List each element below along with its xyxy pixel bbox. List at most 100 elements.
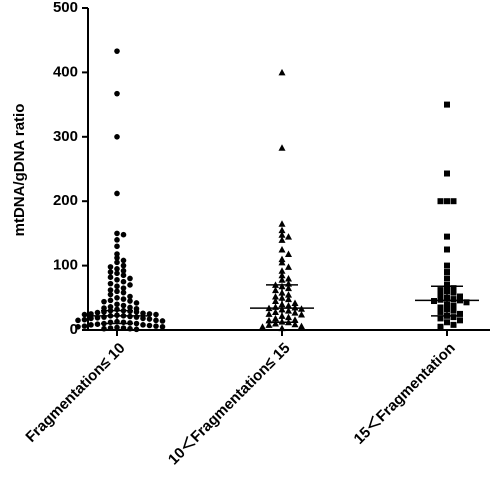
data-point [120, 289, 127, 296]
data-point [107, 287, 114, 293]
data-point [278, 267, 286, 274]
data-point [291, 320, 299, 328]
data-point [140, 322, 146, 328]
data-point [107, 264, 114, 270]
data-point [114, 266, 120, 272]
data-point [114, 48, 120, 54]
data-point [114, 301, 120, 308]
data-point [278, 324, 286, 332]
data-point [159, 323, 166, 330]
data-point [285, 295, 292, 303]
data-point [146, 316, 153, 322]
data-point [107, 269, 114, 275]
data-point [75, 317, 81, 324]
data-point [450, 289, 457, 296]
data-point [114, 276, 120, 283]
data-point [140, 310, 146, 317]
data-point [444, 275, 450, 282]
data-point [114, 283, 120, 290]
y-tick-label: 200 [53, 192, 78, 209]
data-point [437, 198, 444, 205]
data-point [278, 246, 286, 253]
data-point [114, 255, 120, 261]
data-point [153, 317, 159, 324]
y-axis-label: mtDNA/gDNA ratio [11, 104, 28, 237]
data-point [127, 293, 133, 300]
data-point [127, 304, 133, 311]
data-point [285, 284, 292, 292]
data-point [114, 295, 120, 301]
data-point [127, 325, 133, 332]
data-point [159, 318, 166, 324]
data-point [457, 293, 463, 300]
data-point [114, 259, 120, 266]
data-point [444, 101, 450, 108]
data-point [127, 298, 133, 304]
data-point [107, 274, 114, 280]
data-point [120, 302, 127, 309]
data-point [444, 262, 450, 269]
data-point [278, 68, 286, 76]
data-point [259, 323, 266, 330]
data-point [94, 309, 101, 316]
data-point [107, 291, 114, 298]
y-tick-label: 500 [53, 0, 78, 16]
data-point [120, 285, 127, 291]
data-point [278, 236, 286, 243]
data-point [88, 315, 94, 322]
data-point [120, 257, 127, 264]
data-point [120, 262, 127, 269]
data-point [444, 170, 450, 177]
data-point [81, 323, 88, 329]
data-point [265, 321, 273, 328]
data-point [278, 231, 286, 238]
x-tick-label: Fragmentation≤ 10 [22, 340, 128, 446]
data-point [114, 90, 120, 97]
data-point [291, 309, 299, 316]
data-point [285, 313, 292, 321]
data-point [444, 233, 450, 240]
data-point [272, 314, 279, 322]
data-point [114, 190, 120, 197]
data-point [285, 263, 292, 270]
data-point [101, 298, 107, 305]
data-point [153, 323, 159, 329]
data-point [101, 305, 107, 311]
data-point [285, 307, 292, 314]
data-point [88, 322, 94, 328]
data-point [133, 309, 140, 315]
data-point [437, 308, 444, 315]
data-point [133, 320, 140, 327]
data-point [278, 271, 286, 279]
data-point [114, 230, 120, 237]
data-point [450, 314, 457, 321]
data-point [437, 315, 444, 322]
data-point [114, 288, 120, 295]
data-point [114, 134, 120, 140]
data-point [463, 299, 470, 306]
data-point [298, 322, 305, 330]
x-tick-label: 10＜Fragmentation≤ 15 [165, 340, 294, 469]
data-point [120, 278, 127, 285]
data-point [127, 275, 133, 282]
data-point [114, 243, 120, 250]
data-point [450, 307, 457, 314]
data-point [120, 267, 127, 274]
data-point [120, 272, 127, 279]
x-tick-label: 15＜Fragmentation [351, 340, 459, 448]
y-tick-label: 0 [70, 321, 78, 338]
data-point [285, 302, 292, 309]
y-tick-label: 400 [53, 63, 78, 80]
data-point [120, 325, 127, 331]
data-point [272, 320, 279, 327]
data-point [120, 231, 127, 238]
data-point [114, 237, 120, 243]
data-point [278, 226, 286, 234]
data-point [107, 304, 114, 310]
data-point [291, 316, 299, 323]
data-point [457, 317, 463, 324]
data-point [133, 326, 140, 333]
data-point [114, 251, 120, 257]
y-tick-label: 100 [53, 257, 78, 274]
data-point [81, 316, 88, 323]
